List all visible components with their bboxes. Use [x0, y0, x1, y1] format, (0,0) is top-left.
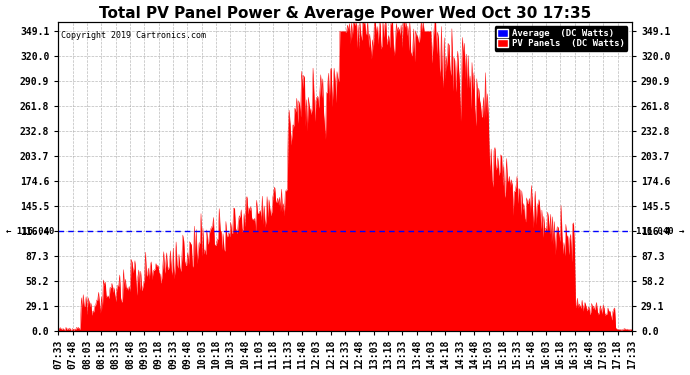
- Text: 116.040 →: 116.040 →: [636, 227, 684, 236]
- Legend: Average  (DC Watts), PV Panels  (DC Watts): Average (DC Watts), PV Panels (DC Watts): [495, 26, 627, 51]
- Title: Total PV Panel Power & Average Power Wed Oct 30 17:35: Total PV Panel Power & Average Power Wed…: [99, 6, 591, 21]
- Text: Copyright 2019 Cartronics.com: Copyright 2019 Cartronics.com: [61, 31, 206, 40]
- Text: ← 116.040: ← 116.040: [6, 227, 54, 236]
